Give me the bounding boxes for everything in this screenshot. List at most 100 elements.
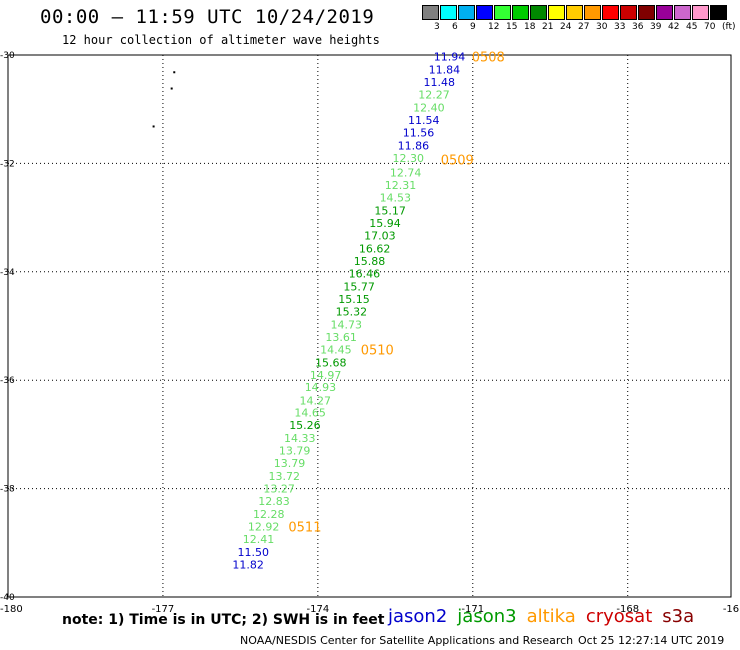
x-tick-label: -16 <box>723 604 739 615</box>
color-scale-level-label: 36 <box>632 22 644 32</box>
color-swatch <box>710 5 727 20</box>
units-note: note: 1) Time is in UTC; 2) SWH is in fe… <box>62 612 385 628</box>
plot-frame <box>7 54 732 598</box>
chart-title: 00:00 – 11:59 UTC 10/24/2019 <box>40 6 375 28</box>
pass-time-label: 0511 <box>288 521 321 536</box>
y-tick-label: -38 <box>0 485 15 495</box>
satellite-legend: jason2 jason3 altika cryosat s3a <box>388 606 704 627</box>
wave-height-point: 12.31 <box>385 179 417 192</box>
wave-height-point: 15.26 <box>289 419 321 432</box>
wave-height-point: 14.33 <box>284 432 316 445</box>
wave-height-point: 14.65 <box>294 407 326 420</box>
color-swatch <box>530 5 547 20</box>
color-scale-level-label: 18 <box>524 22 536 32</box>
chart-subtitle: 12 hour collection of altimeter wave hei… <box>62 33 380 47</box>
wave-height-point: 11.56 <box>403 127 435 140</box>
wave-height-point: 11.54 <box>408 114 440 127</box>
color-scale-level-label: 42 <box>668 22 680 32</box>
x-tick-label: -180 <box>0 604 23 615</box>
x-tick-label: -168 <box>616 604 639 615</box>
satellite-legend-entry: jason3 <box>457 606 517 627</box>
y-tick-label: -40 <box>0 593 15 603</box>
wave-height-point: 13.72 <box>269 470 301 483</box>
color-swatch <box>638 5 655 20</box>
color-swatch <box>692 5 709 20</box>
color-scale-level-label: 24 <box>560 22 572 32</box>
satellite-legend-entry: altika <box>526 606 576 627</box>
color-scale-level-label: 30 <box>596 22 608 32</box>
wave-height-point: 11.48 <box>423 76 455 89</box>
wave-height-point: 13.61 <box>325 331 357 344</box>
color-swatch <box>494 5 511 20</box>
wave-height-point: 11.86 <box>398 140 430 153</box>
x-tick-label: -177 <box>152 604 175 615</box>
color-scale-level-label: 12 <box>488 22 500 32</box>
y-tick-label: -32 <box>0 159 15 169</box>
color-scale-level-label: 39 <box>650 22 662 32</box>
color-swatch <box>656 5 673 20</box>
color-swatch <box>566 5 583 20</box>
color-swatch <box>440 5 457 20</box>
color-swatch <box>512 5 529 20</box>
credit-line: NOAA/NESDIS Center for Satellite Applica… <box>240 634 574 647</box>
y-tick-label: -34 <box>0 268 15 278</box>
color-scale-level-label: 9 <box>470 22 476 32</box>
wave-height-point: 11.94 <box>434 51 466 64</box>
y-tick-label: -30 <box>0 51 15 61</box>
x-tick-label: -174 <box>307 604 330 615</box>
wave-height-point: 15.77 <box>343 280 375 293</box>
color-swatch <box>602 5 619 20</box>
color-scale-level-label: 27 <box>578 22 590 32</box>
pass-time-label: 0508 <box>472 51 505 66</box>
wave-height-point: 14.27 <box>300 394 332 407</box>
color-scale-level-label: 15 <box>506 22 518 32</box>
wave-height-point: 12.30 <box>392 152 424 165</box>
wave-height-point: 12.28 <box>253 508 285 521</box>
wave-height-point: 14.97 <box>310 369 342 382</box>
pass-time-label: 0510 <box>361 343 394 358</box>
generated-timestamp: Oct 25 12:27:14 UTC 2019 <box>578 634 725 647</box>
wave-height-point: 12.92 <box>248 521 280 534</box>
wave-height-point: 13.79 <box>274 457 306 470</box>
wave-height-point: 16.62 <box>359 242 391 255</box>
wave-height-point: 15.15 <box>338 293 370 306</box>
color-scale-level-label: 33 <box>614 22 626 32</box>
wave-height-point: 12.27 <box>418 89 450 102</box>
land-speck <box>170 87 173 90</box>
wave-height-point: 15.17 <box>374 205 406 218</box>
wave-height-point: 14.73 <box>331 318 363 331</box>
wave-height-point: 16.46 <box>349 267 381 280</box>
wave-height-point: 15.88 <box>354 255 386 268</box>
satellite-legend-entry: cryosat <box>585 606 653 627</box>
land-speck <box>173 71 176 74</box>
color-swatch <box>620 5 637 20</box>
wave-height-point: 14.53 <box>380 192 412 205</box>
color-scale-level-label: 21 <box>542 22 554 32</box>
pass-time-label: 0509 <box>441 154 474 169</box>
wave-height-point: 15.32 <box>336 305 368 318</box>
wave-height-point: 15.94 <box>369 217 401 230</box>
wave-height-point: 11.82 <box>232 558 264 571</box>
color-scale-level-label: 3 <box>434 22 440 32</box>
wave-height-point: 17.03 <box>364 229 396 242</box>
wave-height-point: 15.68 <box>315 356 347 369</box>
color-scale-level-label: (ft) <box>722 22 736 32</box>
color-scale-level-label: 45 <box>686 22 698 32</box>
land-speck <box>152 125 155 128</box>
wave-height-point: 11.84 <box>429 64 461 77</box>
wave-height-point: 13.27 <box>263 483 295 496</box>
satellite-legend-entry: s3a <box>662 606 695 627</box>
wave-height-point: 14.45 <box>320 343 352 356</box>
color-swatch <box>548 5 565 20</box>
wave-height-point: 12.41 <box>243 533 275 546</box>
wave-height-point: 12.40 <box>413 102 445 115</box>
wave-height-point: 11.50 <box>238 546 270 559</box>
color-scale-level-label: 70 <box>704 22 716 32</box>
color-swatch <box>476 5 493 20</box>
color-swatch <box>584 5 601 20</box>
wave-height-point: 14.93 <box>305 381 337 394</box>
wave-height-point: 13.79 <box>279 445 311 458</box>
color-swatch <box>674 5 691 20</box>
x-tick-label: -171 <box>461 604 484 615</box>
